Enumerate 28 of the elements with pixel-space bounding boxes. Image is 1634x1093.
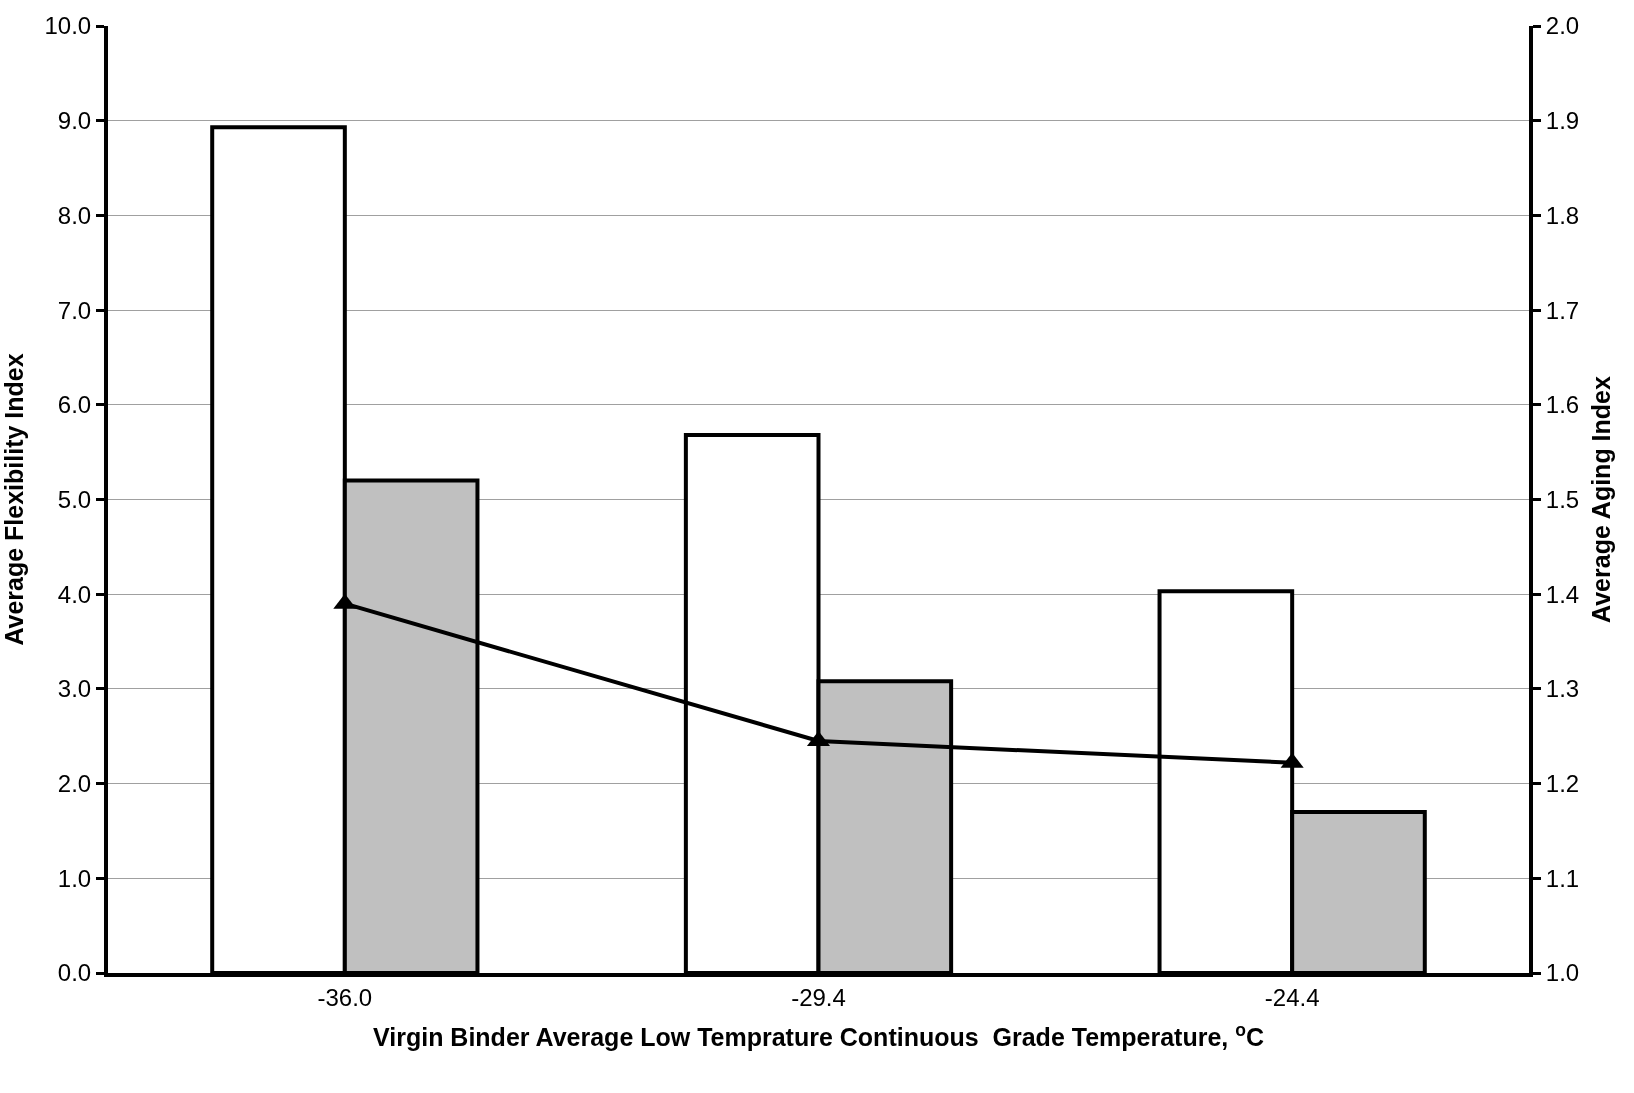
y-tick-label: 0.0 bbox=[57, 959, 92, 987]
y-tick-label: 4.0 bbox=[57, 580, 92, 608]
y2-tick-label: 2.0 bbox=[1545, 12, 1580, 40]
x-tick-label: -24.4 bbox=[1264, 983, 1320, 1011]
y-tick-label: 5.0 bbox=[57, 485, 92, 513]
y-tick-label: 3.0 bbox=[57, 675, 92, 703]
y-tick-label: 1.0 bbox=[57, 864, 92, 892]
y2-tick-label: 1.0 bbox=[1545, 959, 1580, 987]
y2-tick-label: 1.7 bbox=[1545, 296, 1580, 324]
y2-tick-label: 1.8 bbox=[1545, 201, 1580, 229]
y2-tick-label: 1.2 bbox=[1545, 770, 1580, 797]
y-tick-label: 8.0 bbox=[57, 201, 92, 229]
x-tick-label: -36.0 bbox=[317, 983, 373, 1011]
y2-tick-label: 1.6 bbox=[1545, 391, 1580, 419]
y-axis-title: Average Flexibility Index bbox=[0, 353, 28, 646]
y2-tick-label: 1.5 bbox=[1545, 485, 1580, 513]
y-tick-label: 9.0 bbox=[57, 107, 92, 135]
y2-tick-label: 1.3 bbox=[1545, 675, 1580, 703]
y-tick-label: 10.0 bbox=[44, 12, 92, 40]
y-tick-label: 2.0 bbox=[57, 770, 92, 797]
x-tick-label: -29.4 bbox=[791, 983, 846, 1011]
y-tick-label: 7.0 bbox=[57, 296, 92, 324]
y-tick-label: 6.0 bbox=[57, 391, 92, 419]
x-axis-title: Virgin Binder Average Low Temprature Continuous Grade Temperature, $^{o}$C bbox=[373, 1019, 1264, 1052]
y2-axis-title: Average Aging Index bbox=[1586, 376, 1615, 623]
y2-tick-label: 1.4 bbox=[1545, 580, 1580, 608]
y2-tick-label: 1.9 bbox=[1545, 107, 1580, 135]
y2-tick-label: 1.1 bbox=[1545, 864, 1580, 892]
